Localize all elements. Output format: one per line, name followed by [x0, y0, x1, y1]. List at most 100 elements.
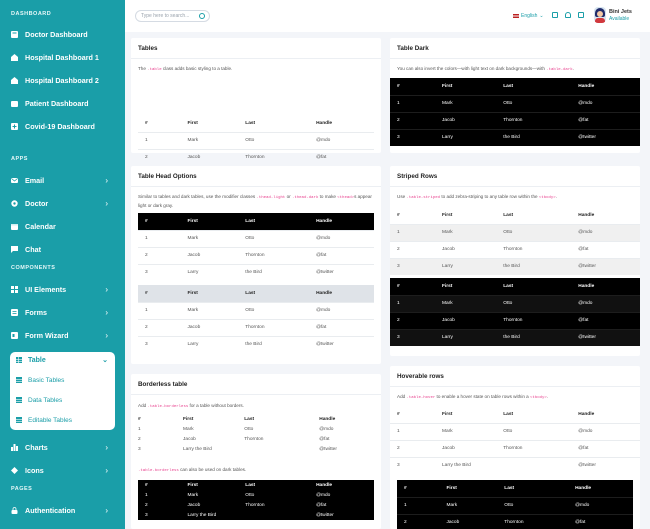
card-title: Table Head Options [138, 173, 197, 180]
table-cell: Thornton [496, 240, 572, 258]
search-icon[interactable] [199, 13, 205, 19]
table-cell: the Bird [238, 335, 310, 353]
sidebar-item-patient-dashboard[interactable]: Patient Dashboard [0, 95, 125, 111]
chat-icon [11, 245, 18, 253]
sidebar-item-charts[interactable]: Charts › [0, 439, 125, 455]
covid-icon [11, 122, 18, 130]
table-cell: Mark [183, 426, 194, 432]
table-cell: Otto [238, 229, 310, 247]
column-header: Last [503, 212, 514, 218]
table-header-row: # First Last Handle [138, 115, 374, 132]
mail-icon[interactable] [578, 12, 584, 18]
table-row: 1 Mark Otto @mdo [138, 131, 374, 149]
column-header: Handle [578, 411, 595, 417]
table-cell: 3 [390, 128, 435, 146]
submenu-item-data-tables[interactable]: Data Tables [16, 393, 111, 407]
sidebar-item-icons[interactable]: Icons › [0, 462, 125, 478]
table-cell: the Bird [496, 257, 572, 275]
column-header: Handle [309, 213, 374, 230]
table-icon [16, 357, 22, 363]
table-header-row: # First Last Handle [138, 213, 374, 230]
sidebar-item-ui-elements[interactable]: UI Elements › [0, 281, 125, 297]
column-header: First [442, 212, 453, 218]
table-cell [496, 456, 572, 474]
sidebar-item-label: Covid-19 Dashboard [25, 121, 95, 131]
card-striped-rows: Striped Rows Use .table-striped to add z… [390, 166, 640, 356]
column-header: # [390, 278, 435, 295]
striped-dark-table: # First Last Handle 1 Mark Otto @mdo 2 Jacob Thorn… [390, 278, 640, 346]
table-row: 1 Mark Otto @mdo [138, 490, 374, 500]
table-cell: @mdo [571, 294, 640, 312]
chevron-right-icon: › [105, 330, 108, 340]
table-cell: @fat [309, 148, 374, 166]
section-title-apps: APPS [11, 156, 28, 162]
table-row: 2 Jacob Thornton @fat [138, 318, 374, 336]
sidebar-item-hospital-dashboard-1[interactable]: Hospital Dashboard 1 [0, 49, 125, 65]
column-header: First [439, 480, 498, 497]
table-cell: @mdo [571, 422, 640, 440]
table-cell: Larry [435, 328, 497, 346]
sidebar-item-email[interactable]: Email › [0, 172, 125, 188]
sidebar-item-doctor[interactable]: Doctor › [0, 195, 125, 211]
table-cell: 2 [390, 311, 435, 329]
hover-table: # First Last Handle 1 Mark Otto @mdo 2 Jacob Thorn… [390, 406, 640, 474]
table-row: 2 Jacob Thornton @fat [138, 500, 374, 510]
table-row: 1 Mark Otto @mdo [390, 223, 640, 241]
card-title: Striped Rows [397, 173, 438, 180]
sidebar-item-calendar[interactable]: Calendar [0, 218, 125, 234]
fullscreen-icon[interactable] [552, 12, 558, 18]
form-icon [11, 308, 18, 316]
table-row: 2 Jacob Thornton @fat [397, 513, 633, 529]
table-cell: @twitter [309, 263, 374, 281]
table-icon [16, 397, 22, 403]
sidebar-item-form-wizard[interactable]: Form Wizard › [0, 327, 125, 343]
table-cell: Jacob [435, 311, 497, 329]
hospital-icon [11, 53, 18, 61]
sidebar-item-forms[interactable]: Forms › [0, 304, 125, 320]
sidebar-item-hospital-dashboard-2[interactable]: Hospital Dashboard 2 [0, 72, 125, 88]
avatar[interactable] [594, 7, 606, 23]
table-cell: @mdo [571, 94, 640, 112]
table-cell: Larry [180, 263, 239, 281]
table-cell: Larry the Bird [180, 510, 239, 520]
chevron-right-icon: › [105, 465, 108, 475]
hospital-icon [11, 76, 18, 84]
table-cell: @twitter [571, 328, 640, 346]
table-row: 1 Mark Otto @mdo [138, 229, 374, 247]
column-header: # [138, 416, 141, 422]
table-cell: 2 [138, 246, 181, 264]
borderless-dark-table: # First Last Handle 1 Mark Otto @mdo 2 Jacob Thorn… [138, 480, 374, 520]
table-cell: 1 [390, 94, 435, 112]
sidebar-item-table[interactable]: Table ⌄ [10, 352, 115, 368]
table-cell: @mdo [571, 223, 640, 241]
column-header: # [397, 411, 400, 417]
table-row: 2 Jacob Thornton @fat [138, 246, 374, 264]
sidebar-item-doctor-dashboard[interactable]: Doctor Dashboard [0, 26, 125, 42]
search-placeholder: Type here to search... [141, 13, 190, 19]
doctor-icon [11, 199, 18, 207]
card-title: Borderless table [138, 381, 188, 388]
table-cell: @fat [571, 439, 640, 457]
table-cell: Mark [439, 496, 498, 514]
sidebar-item-covid-dashboard[interactable]: Covid-19 Dashboard [0, 118, 125, 134]
table-cell: @fat [309, 318, 374, 336]
table-header-row: # First Last Handle [397, 480, 633, 497]
language-selector[interactable]: English ⌄ [513, 13, 544, 19]
submenu-item-editable-tables[interactable]: Editable Tables [16, 413, 111, 427]
chevron-down-icon: ⌄ [102, 357, 108, 364]
icons-icon [11, 466, 18, 474]
search-input[interactable]: Type here to search... [135, 10, 210, 22]
user-name: Bini Jets [609, 9, 632, 15]
language-label: English [521, 13, 538, 19]
column-header: First [435, 78, 497, 95]
bell-icon[interactable] [565, 12, 571, 18]
submenu-item-label: Editable Tables [28, 416, 72, 424]
table-cell: Larry [435, 128, 497, 146]
sidebar-item-authentication[interactable]: Authentication › [0, 502, 125, 518]
sidebar-item-chat[interactable]: Chat [0, 241, 125, 257]
table-row: 2 Jacob Thornton @fat [131, 434, 381, 444]
table-cell: 1 [138, 426, 141, 432]
card-title: Hoverable rows [397, 373, 444, 380]
submenu-item-basic-tables[interactable]: Basic Tables [16, 373, 111, 387]
sidebar-item-label: Form Wizard [25, 330, 69, 340]
